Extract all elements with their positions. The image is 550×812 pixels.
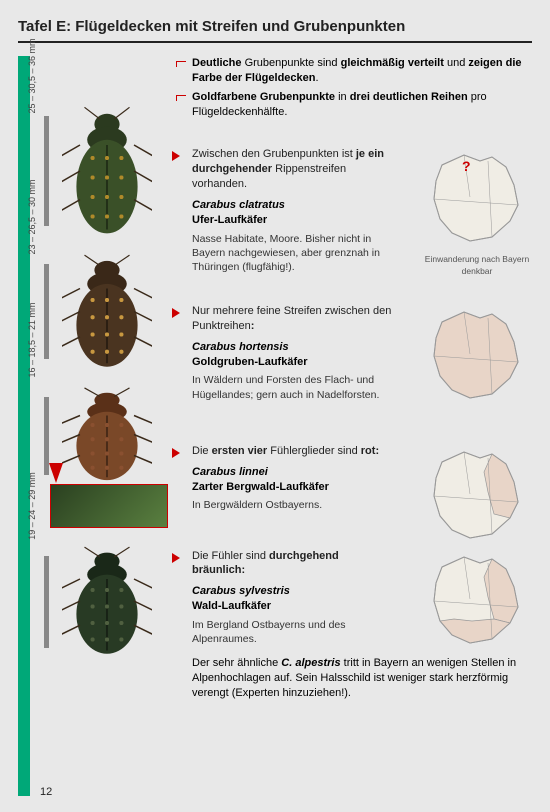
page-number: 12 xyxy=(40,786,52,798)
arrow-right-icon xyxy=(172,553,180,563)
content-column: Deutliche Grubenpunkte sind gleichmäßig … xyxy=(172,56,532,701)
habitat-text: In Wäldern und Forsten des Flach- und Hü… xyxy=(192,373,392,401)
beetle-illustration xyxy=(62,546,152,656)
map-caption: Einwanderung nach Bayern denkbar xyxy=(422,254,532,277)
key-characteristic: Nur mehrere feine Streifen zwischen den … xyxy=(192,304,392,334)
footnote: Der sehr ähnliche C. alpestris tritt in … xyxy=(172,656,532,701)
bracket-icon xyxy=(176,95,186,101)
species-entry: Die Fühler sind durchgehend bräunlich: C… xyxy=(172,549,532,647)
distribution-map xyxy=(422,444,532,549)
specimen-block: 19 – 24 – 29 mm xyxy=(40,546,170,656)
distribution-map xyxy=(422,304,532,409)
intro-text-1: Deutliche Grubenpunkte sind gleichmäßig … xyxy=(192,57,522,84)
arrow-right-icon xyxy=(172,151,180,161)
species-entry: Die ersten vier Fühlerglieder sind rot: … xyxy=(172,444,532,513)
habitat-text: Im Bergland Ostbayerns und des Alpenraum… xyxy=(192,618,392,646)
page-title: Tafel E: Flügeldecken mit Streifen und G… xyxy=(18,18,532,43)
beetle-illustration xyxy=(62,254,152,369)
scale-ruler-icon xyxy=(44,116,49,226)
svg-text:?: ? xyxy=(462,158,471,174)
detail-closeup xyxy=(50,484,168,528)
specimen-block: 25 – 30,5 – 36 mm xyxy=(40,106,170,236)
distribution-map: ? Einwanderung nach Bayern denkbar xyxy=(422,147,532,277)
species-entry: Zwischen den Grubenpunkten ist je ein du… xyxy=(172,147,532,274)
key-characteristic: Die ersten vier Fühlerglieder sind rot: xyxy=(192,444,392,459)
size-label: 23 – 26,5 – 30 mm xyxy=(27,167,37,267)
habitat-text: Nasse Habitate, Moore. Bisher nicht in B… xyxy=(192,232,392,275)
arrow-right-icon xyxy=(172,308,180,318)
bracket-icon xyxy=(176,61,186,67)
size-label: 19 – 24 – 29 mm xyxy=(27,456,37,556)
intro-text-2: Goldfarbene Grubenpunkte in drei deutlic… xyxy=(192,91,487,118)
specimen-block: 16 – 18,5 – 21 mm xyxy=(40,387,170,528)
size-label: 25 – 30,5 – 36 mm xyxy=(27,26,37,126)
scale-ruler-icon xyxy=(44,264,49,359)
intro-line-2: Goldfarbene Grubenpunkte in drei deutlic… xyxy=(172,90,532,120)
arrow-down-icon xyxy=(49,463,63,483)
scale-ruler-icon xyxy=(44,556,49,648)
key-characteristic: Zwischen den Grubenpunkten ist je ein du… xyxy=(192,147,392,192)
habitat-text: In Bergwäldern Ostbayerns. xyxy=(192,498,392,512)
beetle-illustration xyxy=(62,387,152,482)
distribution-map xyxy=(422,549,532,654)
key-characteristic: Die Fühler sind durchgehend bräunlich: xyxy=(192,549,392,579)
size-label: 16 – 18,5 – 21 mm xyxy=(27,290,37,390)
arrow-right-icon xyxy=(172,448,180,458)
species-entry: Nur mehrere feine Streifen zwischen den … xyxy=(172,304,532,402)
specimen-block: 23 – 26,5 – 30 mm xyxy=(40,254,170,369)
beetle-illustration xyxy=(62,106,152,236)
intro-line-1: Deutliche Grubenpunkte sind gleichmäßig … xyxy=(172,56,532,86)
specimen-column: 25 – 30,5 – 36 mm 23 – 26,5 – 30 mm 16 –… xyxy=(40,106,170,674)
